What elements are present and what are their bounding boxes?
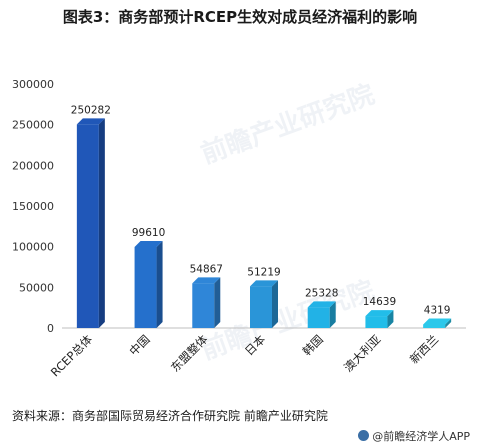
data-label: 25328 — [305, 287, 338, 299]
data-label: 250282 — [71, 104, 111, 116]
data-label: 99610 — [132, 227, 165, 239]
bar — [365, 316, 388, 328]
data-label: 4319 — [424, 304, 451, 316]
bar-top — [250, 280, 278, 287]
brand-text: @前瞻经济学人APP — [372, 430, 470, 443]
bar-top — [192, 277, 221, 284]
bar — [192, 283, 215, 328]
source-note: 资料来源：商务部国际贸易经济合作研究院 前瞻产业研究院 — [12, 409, 328, 423]
bar-top — [134, 240, 163, 247]
bar — [307, 307, 330, 328]
x-category-label: 中国 — [127, 332, 153, 358]
y-tick-label: 100000 — [12, 241, 54, 254]
bar-side — [214, 277, 221, 328]
bar-side — [272, 280, 278, 328]
bar-side — [387, 310, 394, 328]
bar — [250, 286, 272, 328]
bar-side — [445, 318, 452, 328]
y-tick-label: 150000 — [12, 200, 54, 213]
x-category-label: 东盟整体 — [168, 332, 211, 375]
bar-top — [307, 301, 336, 308]
y-tick-label: 200000 — [12, 159, 54, 172]
y-tick-label: 0 — [47, 322, 54, 335]
x-category-label: 日本 — [242, 332, 269, 359]
bar-side — [329, 301, 336, 328]
bar-top — [423, 318, 452, 325]
bar — [76, 124, 99, 328]
chart-title: 图表3：商务部预计RCEP生效对成员经济福利的影响 — [62, 8, 418, 26]
x-category-label: 韩国 — [300, 332, 326, 358]
y-tick-label: 300000 — [12, 78, 54, 91]
data-label: 54867 — [190, 263, 223, 275]
data-label: 14639 — [363, 296, 396, 308]
x-category-label: RCEP总体 — [48, 332, 95, 379]
x-category-label: 新西兰 — [407, 332, 441, 366]
brand-logo-icon — [358, 430, 370, 441]
brand-credit: @前瞻经济学人APP — [358, 428, 470, 444]
bar-side — [156, 240, 163, 328]
y-tick-label: 50000 — [19, 281, 54, 294]
bar-side — [98, 118, 105, 328]
bar-top — [365, 310, 394, 317]
data-label: 51219 — [247, 266, 280, 278]
bar — [423, 324, 446, 328]
bar — [134, 246, 157, 328]
bar-top — [76, 118, 105, 125]
y-tick-label: 250000 — [12, 119, 54, 132]
x-category-label: 澳大利亚 — [341, 332, 383, 374]
